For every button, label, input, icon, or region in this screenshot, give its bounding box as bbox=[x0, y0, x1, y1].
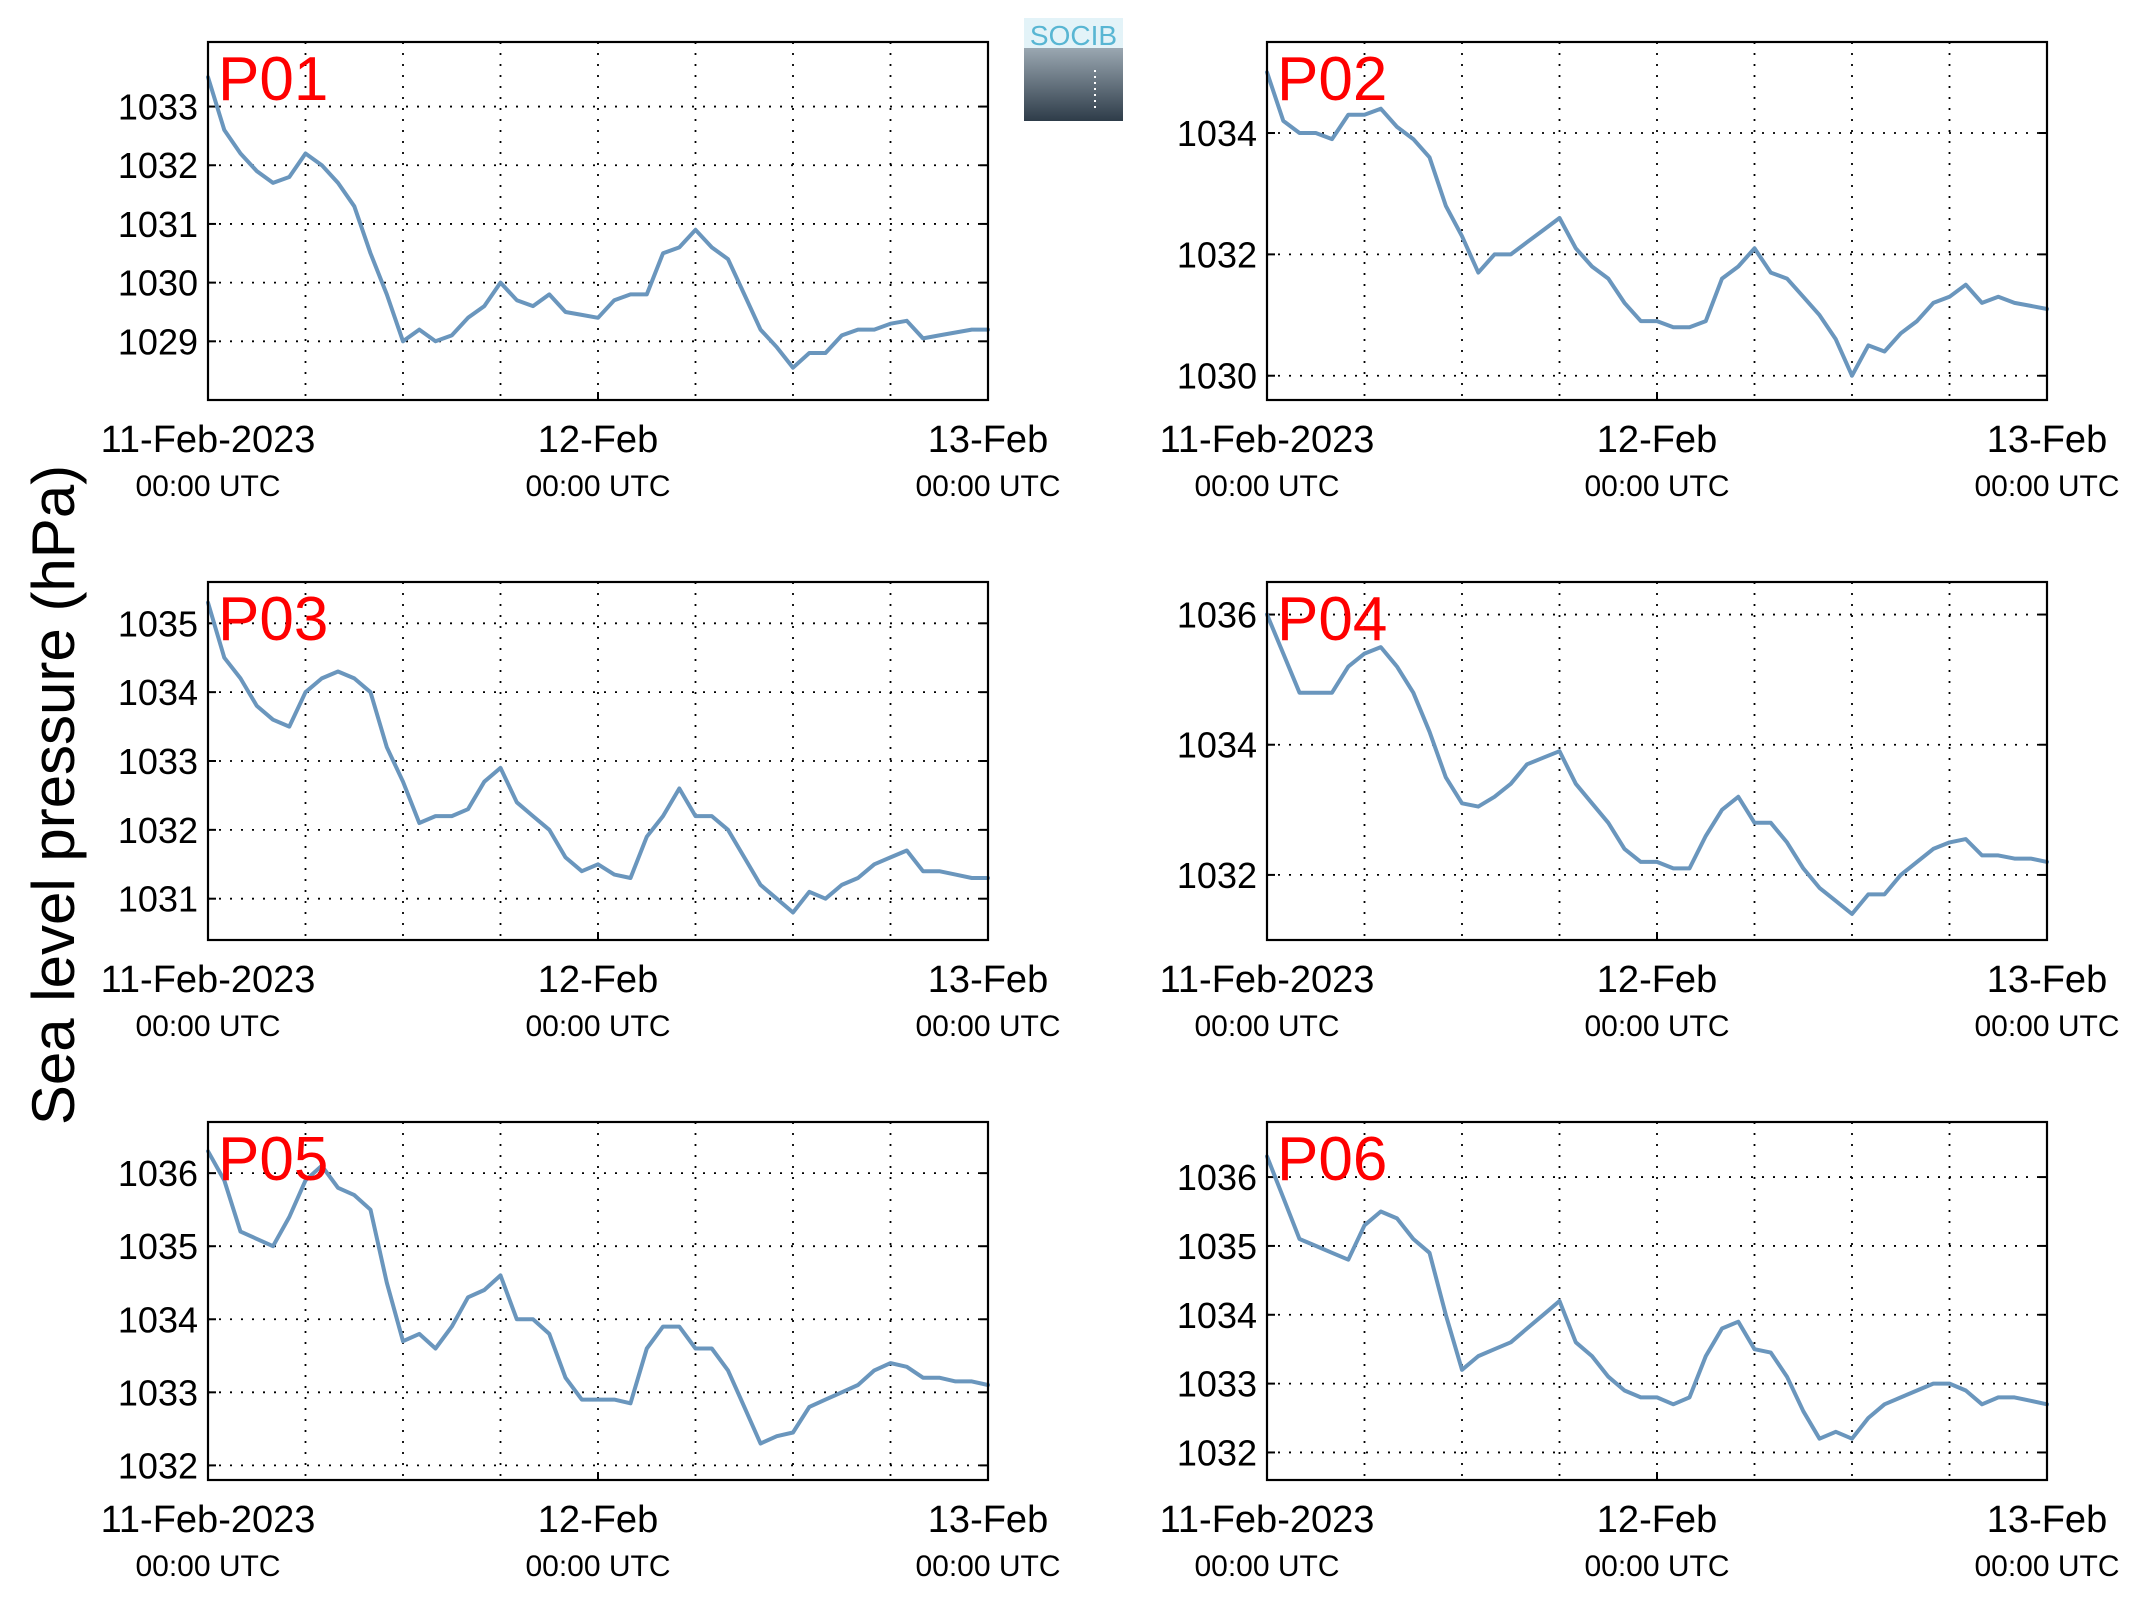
logo-text: SOCIB bbox=[1030, 20, 1117, 51]
panel-label: P04 bbox=[1277, 585, 1387, 654]
x-tick-sublabel: 00:00 UTC bbox=[915, 470, 1060, 503]
y-tick-label: 1035 bbox=[118, 603, 198, 644]
panel-label: P02 bbox=[1277, 45, 1387, 114]
y-tick-label: 1033 bbox=[118, 741, 198, 782]
y-tick-label: 1031 bbox=[118, 879, 198, 920]
x-tick-label: 12-Feb bbox=[538, 959, 658, 1001]
y-tick-label: 1030 bbox=[118, 263, 198, 304]
x-tick-label: 13-Feb bbox=[928, 959, 1048, 1001]
x-tick-label: 13-Feb bbox=[1987, 419, 2107, 461]
panel-label: P01 bbox=[218, 45, 328, 114]
x-tick-label: 13-Feb bbox=[928, 1499, 1048, 1541]
panel-grid: 1029 1030 1031 1032 1033 11-Feb-2023 00:00 UTC… bbox=[101, 40, 2120, 1583]
x-tick-sublabel: 00:00 UTC bbox=[525, 470, 670, 503]
x-tick-label: 11-Feb-2023 bbox=[1160, 419, 1375, 461]
x-tick-sublabel: 00:00 UTC bbox=[135, 1010, 280, 1043]
x-tick-sublabel: 00:00 UTC bbox=[915, 1550, 1060, 1583]
plot-frame bbox=[1265, 580, 2049, 942]
pressure-series-line bbox=[1265, 612, 2049, 916]
y-tick-label: 1031 bbox=[118, 204, 198, 245]
x-tick-label: 11-Feb-2023 bbox=[101, 1499, 316, 1541]
panel-p01: 1029 1030 1031 1032 1033 11-Feb-2023 00:00 UTC… bbox=[101, 40, 1061, 503]
y-tick-label: 1032 bbox=[1177, 1432, 1257, 1473]
y-tick-label: 1032 bbox=[118, 1445, 198, 1486]
x-tick-sublabel: 00:00 UTC bbox=[1584, 470, 1729, 503]
pressure-series-line bbox=[206, 1149, 990, 1446]
y-tick-label: 1033 bbox=[1177, 1364, 1257, 1405]
x-tick-label: 11-Feb-2023 bbox=[1160, 1499, 1375, 1541]
y-tick-label: 1033 bbox=[118, 1372, 198, 1413]
x-tick-sublabel: 00:00 UTC bbox=[1584, 1550, 1729, 1583]
x-tick-sublabel: 00:00 UTC bbox=[1974, 1550, 2119, 1583]
y-tick-label: 1036 bbox=[118, 1153, 198, 1194]
socib-logo: SOCIB bbox=[1024, 18, 1123, 121]
panel-p03: 1031 1032 1033 1034 1035 11-Feb-2023 00:00 UTC… bbox=[101, 580, 1061, 1043]
y-tick-label: 1032 bbox=[1177, 855, 1257, 896]
panel-p02: 1030 1032 1034 11-Feb-2023 00:00 UTC 12-Feb 00… bbox=[1160, 40, 2120, 503]
y-tick-label: 1033 bbox=[118, 87, 198, 128]
panel-label: P05 bbox=[218, 1125, 328, 1194]
panel-p05: 1032 1033 1034 1035 1036 11-Feb-2023 00:00 UTC… bbox=[101, 1120, 1061, 1583]
x-tick-sublabel: 00:00 UTC bbox=[1974, 1010, 2119, 1043]
x-tick-label: 12-Feb bbox=[538, 1499, 658, 1541]
y-tick-label: 1032 bbox=[118, 145, 198, 186]
x-tick-sublabel: 00:00 UTC bbox=[525, 1010, 670, 1043]
y-tick-label: 1036 bbox=[1177, 595, 1257, 636]
x-tick-sublabel: 00:00 UTC bbox=[525, 1550, 670, 1583]
x-tick-label: 11-Feb-2023 bbox=[1160, 959, 1375, 1001]
x-tick-sublabel: 00:00 UTC bbox=[1974, 470, 2119, 503]
x-tick-label: 12-Feb bbox=[538, 419, 658, 461]
plot-frame bbox=[1265, 1120, 2049, 1482]
panel-label: P03 bbox=[218, 585, 328, 654]
x-tick-sublabel: 00:00 UTC bbox=[1194, 1550, 1339, 1583]
pressure-series-line bbox=[206, 75, 990, 370]
x-tick-label: 12-Feb bbox=[1597, 419, 1717, 461]
x-tick-sublabel: 00:00 UTC bbox=[135, 1550, 280, 1583]
x-tick-sublabel: 00:00 UTC bbox=[1584, 1010, 1729, 1043]
x-tick-sublabel: 00:00 UTC bbox=[915, 1010, 1060, 1043]
y-tick-label: 1034 bbox=[1177, 725, 1257, 766]
x-tick-sublabel: 00:00 UTC bbox=[1194, 1010, 1339, 1043]
x-tick-label: 11-Feb-2023 bbox=[101, 959, 316, 1001]
y-tick-label: 1035 bbox=[118, 1226, 198, 1267]
y-tick-label: 1034 bbox=[118, 672, 198, 713]
logo-top-band bbox=[1024, 18, 1123, 48]
panel-p06: 1032 1033 1034 1035 1036 11-Feb-2023 00:00 UTC… bbox=[1160, 1120, 2120, 1583]
pressure-series-line bbox=[1265, 1154, 2049, 1441]
y-tick-label: 1032 bbox=[118, 810, 198, 851]
x-tick-label: 12-Feb bbox=[1597, 959, 1717, 1001]
x-tick-label: 13-Feb bbox=[1987, 1499, 2107, 1541]
pressure-series-line bbox=[206, 600, 990, 915]
panel-p04: 1032 1034 1036 11-Feb-2023 00:00 UTC 12-Feb 00… bbox=[1160, 580, 2120, 1043]
y-tick-label: 1035 bbox=[1177, 1226, 1257, 1267]
y-tick-label: 1032 bbox=[1177, 234, 1257, 275]
panel-label: P06 bbox=[1277, 1125, 1387, 1194]
x-tick-label: 11-Feb-2023 bbox=[101, 419, 316, 461]
x-tick-label: 12-Feb bbox=[1597, 1499, 1717, 1541]
y-tick-label: 1036 bbox=[1177, 1157, 1257, 1198]
x-tick-label: 13-Feb bbox=[928, 419, 1048, 461]
y-axis-label: Sea level pressure (hPa) bbox=[20, 465, 87, 1125]
plot-frame bbox=[206, 1120, 990, 1482]
x-tick-sublabel: 00:00 UTC bbox=[135, 470, 280, 503]
plot-frame bbox=[206, 40, 990, 402]
y-tick-label: 1030 bbox=[1177, 356, 1257, 397]
y-tick-label: 1029 bbox=[118, 321, 198, 362]
plot-frame bbox=[206, 580, 990, 942]
logo-gradient-block bbox=[1024, 48, 1123, 121]
y-tick-label: 1034 bbox=[118, 1299, 198, 1340]
y-tick-label: 1034 bbox=[1177, 1295, 1257, 1336]
pressure-series-line bbox=[1265, 70, 2049, 378]
y-tick-label: 1034 bbox=[1177, 113, 1257, 154]
plot-frame bbox=[1265, 40, 2049, 402]
x-tick-sublabel: 00:00 UTC bbox=[1194, 470, 1339, 503]
x-tick-label: 13-Feb bbox=[1987, 959, 2107, 1001]
